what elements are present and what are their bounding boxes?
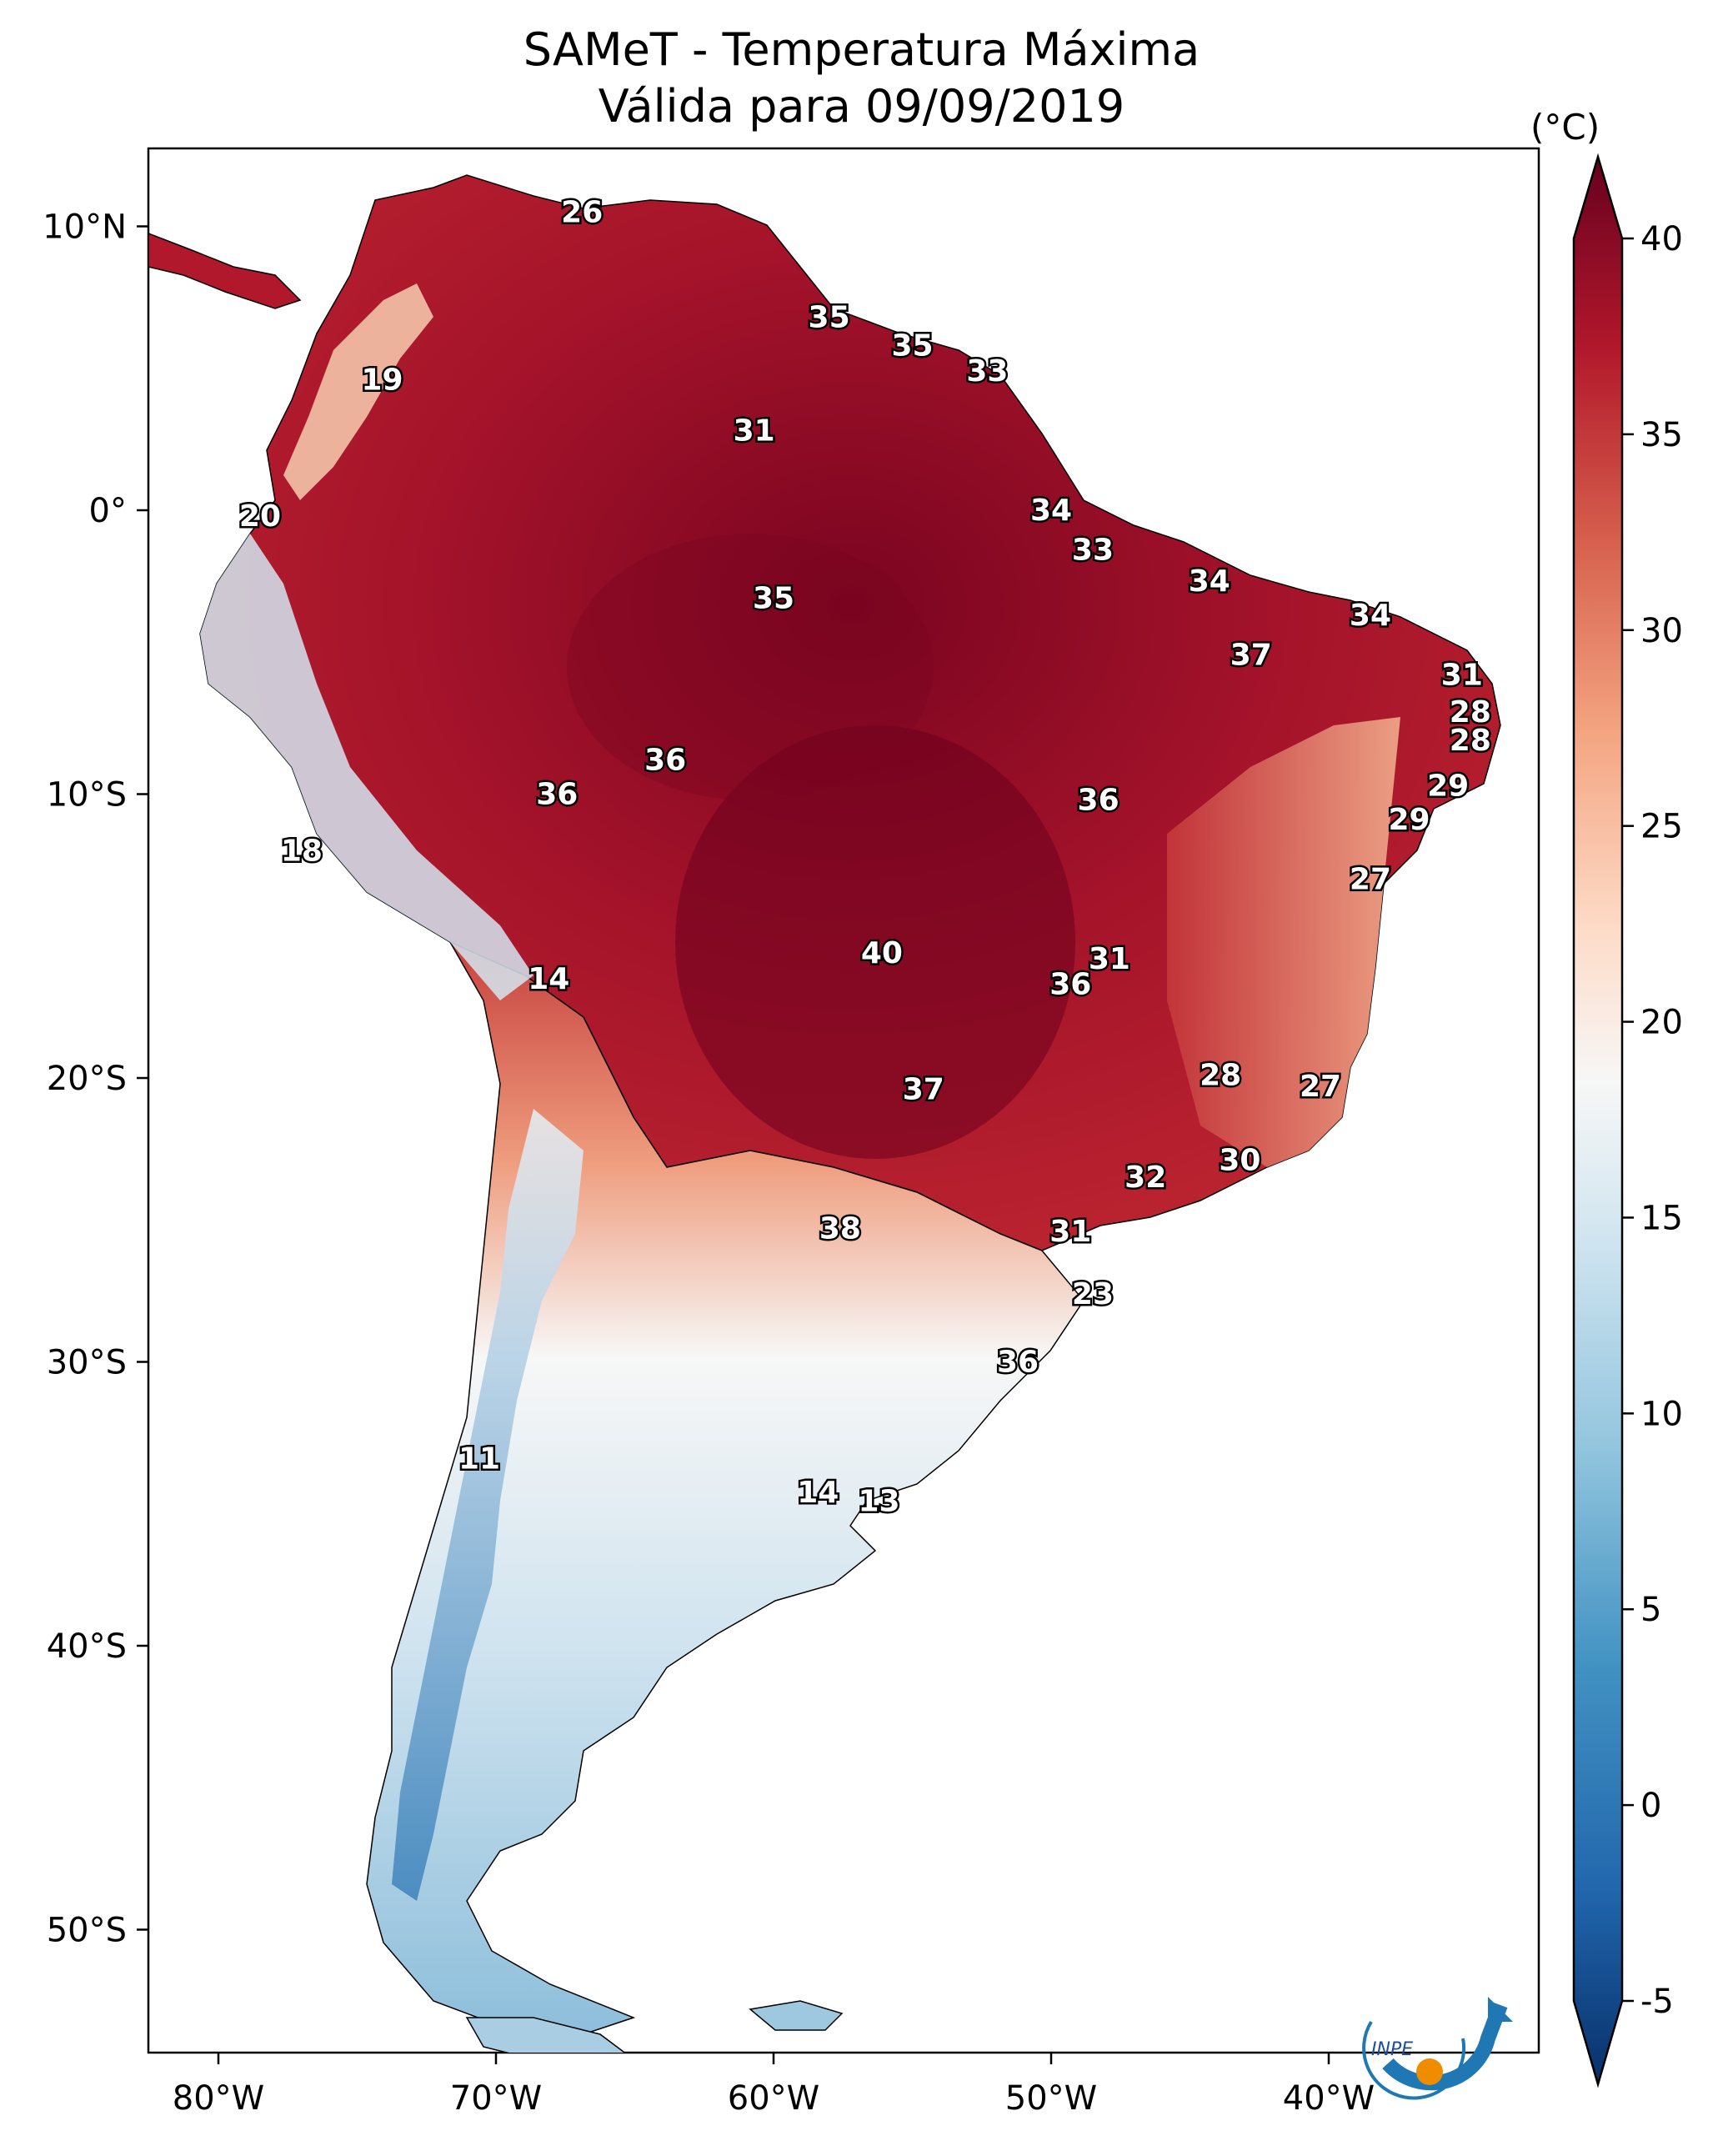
y-tick-label: 50°S: [47, 1912, 127, 1950]
y-tick-label: 0°: [89, 492, 127, 530]
temperature-value-label: 40: [861, 936, 903, 970]
tierra-del-fuego: [465, 2017, 626, 2053]
temperature-value-label: 36: [1049, 968, 1091, 1002]
colorbar-tick-label: 15: [1640, 1199, 1683, 1237]
temperature-value-label: 31: [734, 414, 775, 449]
temperature-value-label: 11: [458, 1442, 500, 1476]
colorbar-tick-label: 20: [1640, 1004, 1683, 1042]
map-subtitle: Válida para 09/09/2019: [598, 80, 1125, 133]
temperature-value-label: 32: [1124, 1161, 1166, 1195]
hot-core-center: [675, 725, 1075, 1159]
colorbar-tick-label: 30: [1640, 612, 1683, 650]
x-axis: 80°W 70°W 60°W 50°W 40°W: [173, 2053, 1375, 2118]
temperature-value-label: 30: [1219, 1144, 1260, 1178]
temperature-value-label: 33: [1072, 534, 1114, 568]
temperature-value-label: 37: [903, 1073, 944, 1107]
temperature-value-label: 34: [1350, 599, 1391, 633]
colorbar-body: [1572, 153, 1624, 2088]
temperature-value-label: 14: [797, 1476, 839, 1510]
colorbar-tick-label: 10: [1640, 1395, 1683, 1433]
y-tick-label: 30°S: [47, 1344, 127, 1382]
y-tick-label: 10°N: [43, 208, 127, 247]
central-america-fragment: [148, 233, 302, 309]
temperature-value-label: 28: [1450, 695, 1491, 730]
x-tick-label: 70°W: [450, 2079, 542, 2118]
temperature-value-label: 27: [1300, 1070, 1341, 1104]
temperature-value-label: 36: [644, 744, 686, 778]
inpe-logo: INPE: [1362, 1997, 1513, 2100]
temperature-value-label: 33: [966, 354, 1008, 389]
temperature-value-label: 28: [1450, 724, 1491, 758]
inpe-logo-text: INPE: [1371, 2039, 1413, 2060]
temperature-value-label: 36: [997, 1346, 1039, 1380]
colorbar-tick-label: 0: [1640, 1787, 1661, 1825]
x-tick-label: 50°W: [1005, 2079, 1097, 2118]
temperature-value-label: 23: [1072, 1277, 1114, 1311]
temperature-value-label: 20: [239, 499, 281, 534]
temperature-value-label: 34: [1030, 494, 1072, 528]
temperature-value-label: 35: [809, 300, 850, 334]
y-tick-label: 10°S: [47, 776, 127, 815]
temperature-value-label: 18: [281, 835, 323, 869]
temperature-value-label: 31: [1441, 658, 1483, 692]
temperature-value-label: 27: [1350, 863, 1391, 897]
temperature-value-label: 26: [561, 195, 603, 229]
temperature-value-label: 13: [858, 1484, 899, 1518]
colorbar-tick-label: 5: [1640, 1591, 1661, 1629]
falkland-islands: [749, 2000, 844, 2031]
temperature-value-label: 38: [819, 1211, 861, 1246]
temperature-value-label: 36: [1078, 783, 1119, 817]
hot-core-amazon: [567, 534, 934, 800]
x-tick-label: 80°W: [173, 2079, 264, 2118]
y-tick-label: 20°S: [47, 1060, 127, 1098]
y-tick-label: 40°S: [47, 1627, 127, 1666]
temperature-value-label: 37: [1230, 639, 1272, 673]
temperature-value-label: 31: [1089, 942, 1130, 976]
colombia-andes-strip: [283, 283, 433, 500]
temperature-value-label: 35: [753, 582, 794, 616]
map-title: SAMeT - Temperatura Máxima: [523, 23, 1200, 76]
andes-cold-strip: [392, 1109, 584, 1901]
region-northeast-brazil: [1167, 717, 1400, 1167]
colorbar: 40 35 30 25 20 15 10 5 0 -5: [1572, 153, 1683, 2088]
temperature-value-label: 36: [536, 778, 578, 812]
colorbar-ticks: 40 35 30 25 20 15 10 5 0 -5: [1622, 220, 1683, 2021]
y-axis: 10°N 0° 10°S 20°S 30°S 40°S 50°S: [43, 208, 148, 1950]
temperature-value-label: 29: [1427, 769, 1469, 803]
x-tick-label: 60°W: [728, 2079, 819, 2118]
temperature-value-label: 34: [1189, 564, 1230, 599]
colorbar-unit: (°C): [1530, 107, 1600, 148]
colorbar-tick-label: 35: [1640, 416, 1683, 454]
colorbar-tick-label: 40: [1640, 220, 1683, 258]
colorbar-tick-label: -5: [1640, 1983, 1674, 2021]
landmass-layer: [148, 174, 1501, 2053]
temperature-value-label: 29: [1389, 803, 1430, 837]
x-tick-label: 40°W: [1283, 2079, 1375, 2118]
colorbar-tick-label: 25: [1640, 808, 1683, 846]
peru-coast-cool-zone: [200, 534, 533, 1000]
temperature-value-label: 28: [1200, 1059, 1241, 1093]
temperature-value-label: 35: [891, 329, 933, 364]
temperature-value-label: 14: [528, 962, 569, 996]
temperature-value-label: 31: [1049, 1215, 1091, 1249]
temperature-value-label: 19: [361, 363, 403, 397]
